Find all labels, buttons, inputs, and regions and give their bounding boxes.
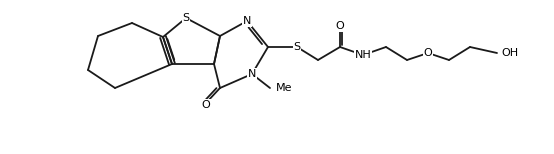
Text: O: O	[336, 21, 345, 31]
Text: Me: Me	[276, 83, 293, 93]
Text: S: S	[294, 42, 301, 52]
Text: NH: NH	[355, 50, 371, 60]
Text: O: O	[424, 48, 432, 58]
Text: OH: OH	[501, 48, 518, 58]
Text: N: N	[243, 16, 251, 26]
Text: S: S	[182, 13, 189, 23]
Text: N: N	[248, 69, 256, 79]
Text: O: O	[202, 100, 211, 110]
